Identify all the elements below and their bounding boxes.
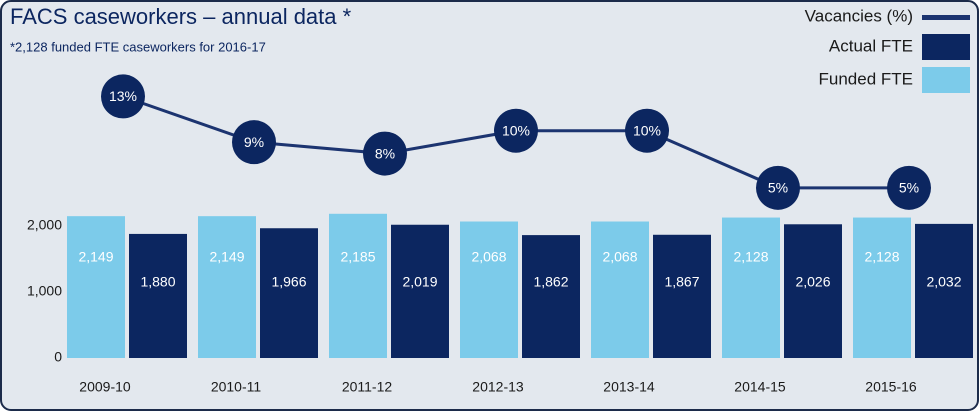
y-tick-label: 2,000 xyxy=(27,217,62,233)
vacancy-label: 5% xyxy=(768,180,788,196)
vacancy-label: 13% xyxy=(109,88,137,104)
vacancy-label: 10% xyxy=(633,122,661,138)
bar xyxy=(67,216,125,358)
bar-value-label: 2,026 xyxy=(795,274,830,290)
legend-swatch xyxy=(922,34,970,60)
bar-value-label: 2,128 xyxy=(733,249,768,265)
y-tick-label: 1,000 xyxy=(27,283,62,299)
x-tick-label: 2009-10 xyxy=(79,379,131,395)
bar xyxy=(853,217,911,358)
bar xyxy=(391,224,449,358)
x-tick-label: 2011-12 xyxy=(342,379,393,395)
vacancy-marker xyxy=(101,74,145,119)
legend-label: Vacancies (%) xyxy=(805,6,913,25)
vacancy-label: 8% xyxy=(375,145,395,161)
bar xyxy=(260,228,318,358)
x-tick-label: 2015-16 xyxy=(865,379,917,395)
bar xyxy=(591,221,649,358)
vacancy-label: 5% xyxy=(899,180,919,196)
bar-value-label: 2,128 xyxy=(864,249,899,265)
bar xyxy=(460,221,518,358)
bar-value-label: 2,149 xyxy=(78,249,113,265)
bar-value-label: 2,032 xyxy=(926,274,961,290)
chart-title: FACS caseworkers – annual data * xyxy=(10,4,352,29)
vacancy-marker xyxy=(625,108,669,153)
bar-value-label: 2,149 xyxy=(209,249,244,265)
legend-label: Funded FTE xyxy=(819,69,914,88)
legend-label: Actual FTE xyxy=(829,36,913,55)
vacancy-marker xyxy=(756,165,800,210)
legend-swatch xyxy=(922,15,970,20)
bar xyxy=(329,213,387,358)
bar-value-label: 2,068 xyxy=(471,249,506,265)
x-tick-label: 2010-11 xyxy=(211,379,262,395)
vacancy-marker xyxy=(494,108,538,153)
plot: 0 1,000 2,000 2009-10 2,149 1,880 2010-11 2,149… xyxy=(27,6,973,395)
vacancy-marker xyxy=(232,120,276,165)
x-tick-label: 2012-13 xyxy=(472,379,524,395)
bar xyxy=(784,224,842,358)
chart-subtitle: *2,128 funded FTE caseworkers for 2016-1… xyxy=(10,39,266,54)
bar xyxy=(722,217,780,358)
vacancy-marker xyxy=(363,131,407,176)
bar-value-label: 2,068 xyxy=(602,249,637,265)
bar xyxy=(522,235,580,358)
legend-swatch xyxy=(922,67,970,93)
bar-value-label: 1,966 xyxy=(271,274,306,290)
bar-value-label: 2,019 xyxy=(402,274,437,290)
vacancy-label: 9% xyxy=(244,134,264,150)
bar-value-label: 1,880 xyxy=(140,274,175,290)
bar xyxy=(653,234,711,358)
x-tick-label: 2014-15 xyxy=(734,379,786,395)
bar xyxy=(198,216,256,358)
bar-value-label: 1,867 xyxy=(664,274,699,290)
bar xyxy=(915,223,973,358)
bar-value-label: 2,185 xyxy=(340,249,375,265)
vacancy-label: 10% xyxy=(502,122,530,138)
vacancy-marker xyxy=(887,165,931,210)
bar-value-label: 1,862 xyxy=(533,274,568,290)
y-tick-label: 0 xyxy=(54,349,62,365)
x-tick-label: 2013-14 xyxy=(603,379,655,395)
bar xyxy=(129,233,187,358)
